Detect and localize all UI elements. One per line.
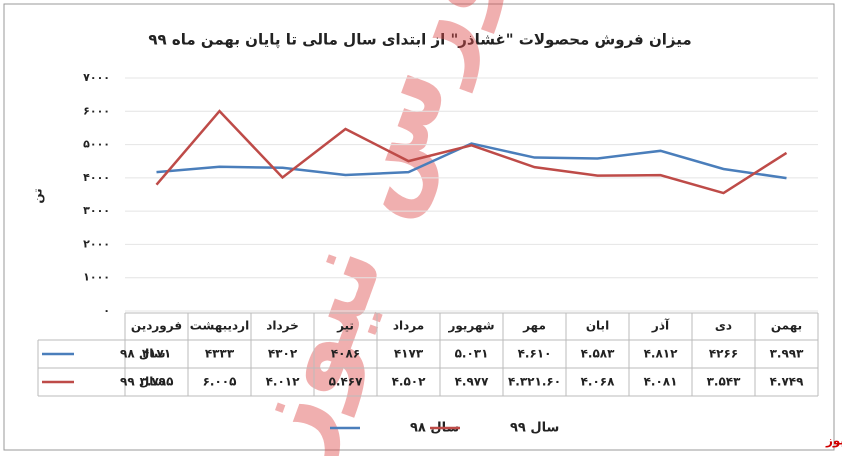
x-tick-label: اردیبهشت	[190, 319, 249, 333]
x-tick-label: بهمن	[771, 319, 802, 333]
value-label: ۴۳۳۳	[205, 347, 235, 361]
value-label: ۴۱۷۱	[142, 347, 171, 361]
x-tick-label: فروردین	[131, 319, 182, 334]
value-label: ۴.۵۰۲	[392, 375, 427, 389]
value-label: ۵.۴۶۷	[329, 375, 364, 389]
x-tick-label: مهر	[522, 319, 546, 333]
value-label: ۶.۰۰۵	[203, 375, 237, 389]
legend-label: سال ۹۹	[120, 375, 166, 389]
value-label: ۴.۸۱۲	[644, 347, 679, 361]
value-label: ۴.۰۶۸	[581, 375, 616, 389]
x-tick-label: آذر	[651, 318, 670, 333]
y-tick-label: ۷۰۰۰	[83, 71, 110, 84]
value-label: ۴۰۸۶	[331, 347, 360, 361]
value-label: ۴۳۰۲	[268, 347, 298, 361]
x-tick-label: دی	[715, 319, 732, 333]
y-tick-label: ۵۰۰۰	[83, 138, 110, 151]
chart-title: میزان فروش محصولات "غشاذر" از ابتدای سال…	[148, 31, 691, 50]
y-axis-label: تن	[31, 188, 45, 203]
y-tick-label: ۰	[103, 304, 110, 317]
value-label: ۴۲۶۶	[709, 347, 738, 361]
value-label: ۴.۵۸۳	[581, 347, 616, 361]
value-label: ۴۱۷۳	[394, 347, 424, 361]
value-label: ۴.۰۸۱	[644, 375, 678, 389]
value-label: ۳.۹۹۳	[770, 347, 805, 361]
legend-label: سال ۹۹	[510, 421, 559, 436]
value-label: ۴.۶۱۰	[518, 347, 552, 361]
x-tick-label: ابان	[586, 319, 609, 333]
series-line	[155, 109, 788, 195]
value-label: ۴.۹۷۷	[455, 375, 490, 389]
x-tick-label: مرداد	[393, 319, 424, 333]
x-tick-label: تیر	[336, 319, 354, 333]
value-label: ۵.۰۳۱	[455, 347, 489, 361]
value-label: ۳.۵۴۳	[707, 375, 742, 389]
y-tick-label: ۲۰۰۰	[83, 237, 110, 250]
value-label: ۴.۷۴۹	[770, 375, 805, 389]
y-tick-label: ۳۰۰۰	[83, 204, 110, 217]
y-tick-label: ۱۰۰۰	[83, 271, 110, 284]
x-tick-label: خرداد	[266, 319, 299, 333]
x-tick-label: شهریور	[447, 319, 494, 334]
y-tick-label: ۴۰۰۰	[83, 171, 110, 184]
series-line	[156, 142, 787, 180]
source: بورس نیوز	[825, 434, 842, 449]
legend-label: سال ۹۸	[120, 347, 166, 361]
value-label: ۴.۳۲۱.۶۰	[508, 375, 561, 389]
y-tick-label: ۶۰۰۰	[83, 104, 110, 117]
value-label: ۳.۷۹۵	[140, 375, 174, 389]
value-label: ۴.۰۱۲	[266, 375, 301, 389]
